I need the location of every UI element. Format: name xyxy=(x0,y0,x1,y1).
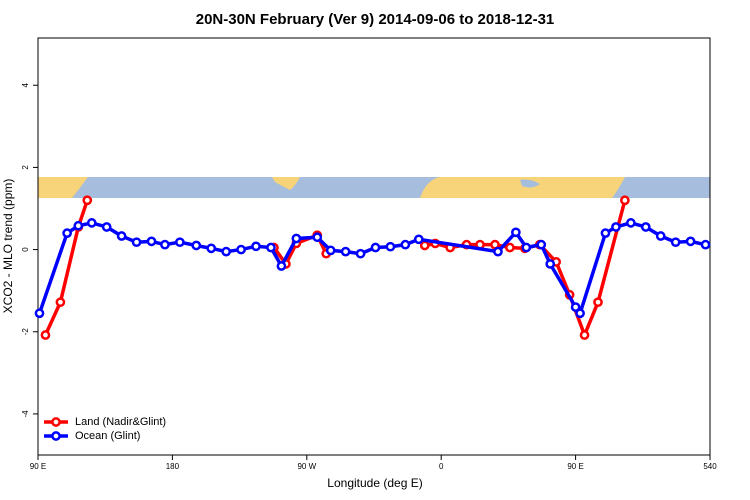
y-tick-label: 2 xyxy=(21,165,30,170)
data-point xyxy=(640,222,651,232)
data-point xyxy=(175,237,185,248)
legend-label: Ocean (Glint) xyxy=(75,430,140,442)
x-tick-label: 0 xyxy=(439,462,444,471)
y-tick-label: 4 xyxy=(21,82,30,87)
y-axis-label: XCO2 - MLO trend (ppm) xyxy=(1,179,15,314)
data-point xyxy=(536,239,547,250)
data-point xyxy=(511,227,521,238)
data-point xyxy=(34,308,45,319)
data-point xyxy=(160,239,170,250)
data-point xyxy=(276,261,287,271)
y-tick-label: 0 xyxy=(21,247,30,252)
data-point xyxy=(340,246,351,257)
data-point xyxy=(131,237,142,248)
data-point xyxy=(385,241,396,252)
data-point xyxy=(206,243,217,254)
data-point xyxy=(493,246,503,257)
data-point xyxy=(611,222,621,232)
data-point xyxy=(505,242,515,253)
data-point xyxy=(370,242,381,253)
map-strip xyxy=(38,177,710,198)
legend-label: Land (Nadir&Glint) xyxy=(75,416,166,428)
data-point xyxy=(413,234,424,245)
data-point xyxy=(400,239,411,250)
data-point xyxy=(600,228,611,238)
data-point xyxy=(62,228,72,238)
data-point xyxy=(700,239,711,250)
data-point xyxy=(579,330,590,340)
data-point xyxy=(620,195,630,206)
data-point xyxy=(626,218,636,228)
data-point xyxy=(593,297,603,308)
data-point xyxy=(236,244,246,255)
data-point xyxy=(419,240,430,251)
data-point xyxy=(251,241,261,252)
legend-marker xyxy=(51,431,61,441)
data-point xyxy=(670,237,681,248)
x-tick-label: 90 W xyxy=(297,462,316,471)
y-tick-label: -2 xyxy=(21,328,30,336)
y-tick-label: -4 xyxy=(21,410,30,418)
data-point xyxy=(685,236,696,247)
data-point xyxy=(191,240,202,251)
data-point xyxy=(40,330,51,340)
data-point xyxy=(266,242,276,253)
data-point xyxy=(55,297,66,308)
data-point xyxy=(101,222,112,232)
data-point xyxy=(355,248,366,259)
x-tick-label: 540 xyxy=(703,462,717,471)
data-point xyxy=(521,242,532,253)
data-point xyxy=(312,232,323,243)
chart-title: 20N-30N February (Ver 9) 2014-09-06 to 2… xyxy=(196,11,555,28)
data-point xyxy=(570,302,581,312)
data-point xyxy=(73,220,84,231)
x-tick-label: 90 E xyxy=(567,462,583,471)
data-point xyxy=(86,218,97,228)
data-point xyxy=(116,231,127,241)
data-point xyxy=(575,308,585,319)
data-point xyxy=(325,245,336,256)
data-point xyxy=(291,233,302,244)
data-point xyxy=(146,236,157,247)
data-point xyxy=(655,231,666,241)
data-point xyxy=(545,259,556,269)
data-point xyxy=(221,246,232,257)
x-tick-label: 180 xyxy=(166,462,180,471)
x-axis-label: Longitude (deg E) xyxy=(327,476,422,490)
legend-marker xyxy=(51,417,61,427)
data-point xyxy=(82,195,93,206)
series-line xyxy=(43,199,627,340)
x-tick-label: 90 E xyxy=(30,462,46,471)
